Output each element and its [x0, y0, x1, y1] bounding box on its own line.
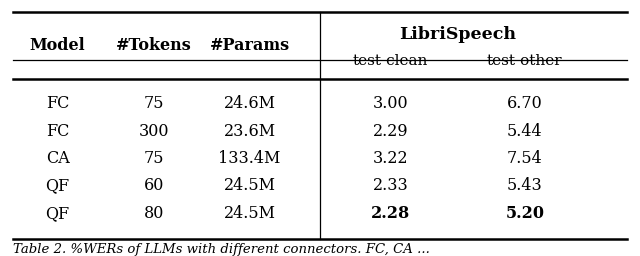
Text: 24.5M: 24.5M [223, 177, 276, 194]
Text: 60: 60 [143, 177, 164, 194]
Text: 133.4M: 133.4M [218, 150, 281, 167]
Text: 300: 300 [138, 123, 169, 140]
Text: QF: QF [45, 177, 70, 194]
Text: 3.22: 3.22 [372, 150, 408, 167]
Text: 75: 75 [143, 95, 164, 112]
Text: 23.6M: 23.6M [223, 123, 276, 140]
Text: 2.28: 2.28 [371, 205, 410, 222]
Text: test-other: test-other [487, 55, 563, 68]
Text: 5.20: 5.20 [506, 205, 544, 222]
Text: FC: FC [46, 123, 69, 140]
Text: 2.33: 2.33 [372, 177, 408, 194]
Text: 5.43: 5.43 [507, 177, 543, 194]
Text: Model: Model [30, 37, 85, 54]
Text: 24.5M: 24.5M [223, 205, 276, 222]
Text: 24.6M: 24.6M [223, 95, 276, 112]
Text: 6.70: 6.70 [507, 95, 543, 112]
Text: 2.29: 2.29 [372, 123, 408, 140]
Text: LibriSpeech: LibriSpeech [399, 26, 516, 43]
Text: 75: 75 [143, 150, 164, 167]
Text: 80: 80 [143, 205, 164, 222]
Text: CA: CA [45, 150, 70, 167]
Text: QF: QF [45, 205, 70, 222]
Text: Table 2. %WERs of LLMs with different connectors. FC, CA ...: Table 2. %WERs of LLMs with different co… [13, 243, 429, 256]
Text: FC: FC [46, 95, 69, 112]
Text: 3.00: 3.00 [372, 95, 408, 112]
Text: #Tokens: #Tokens [116, 37, 191, 54]
Text: test-clean: test-clean [353, 55, 428, 68]
Text: 5.44: 5.44 [507, 123, 543, 140]
Text: 7.54: 7.54 [507, 150, 543, 167]
Text: #Params: #Params [209, 37, 290, 54]
